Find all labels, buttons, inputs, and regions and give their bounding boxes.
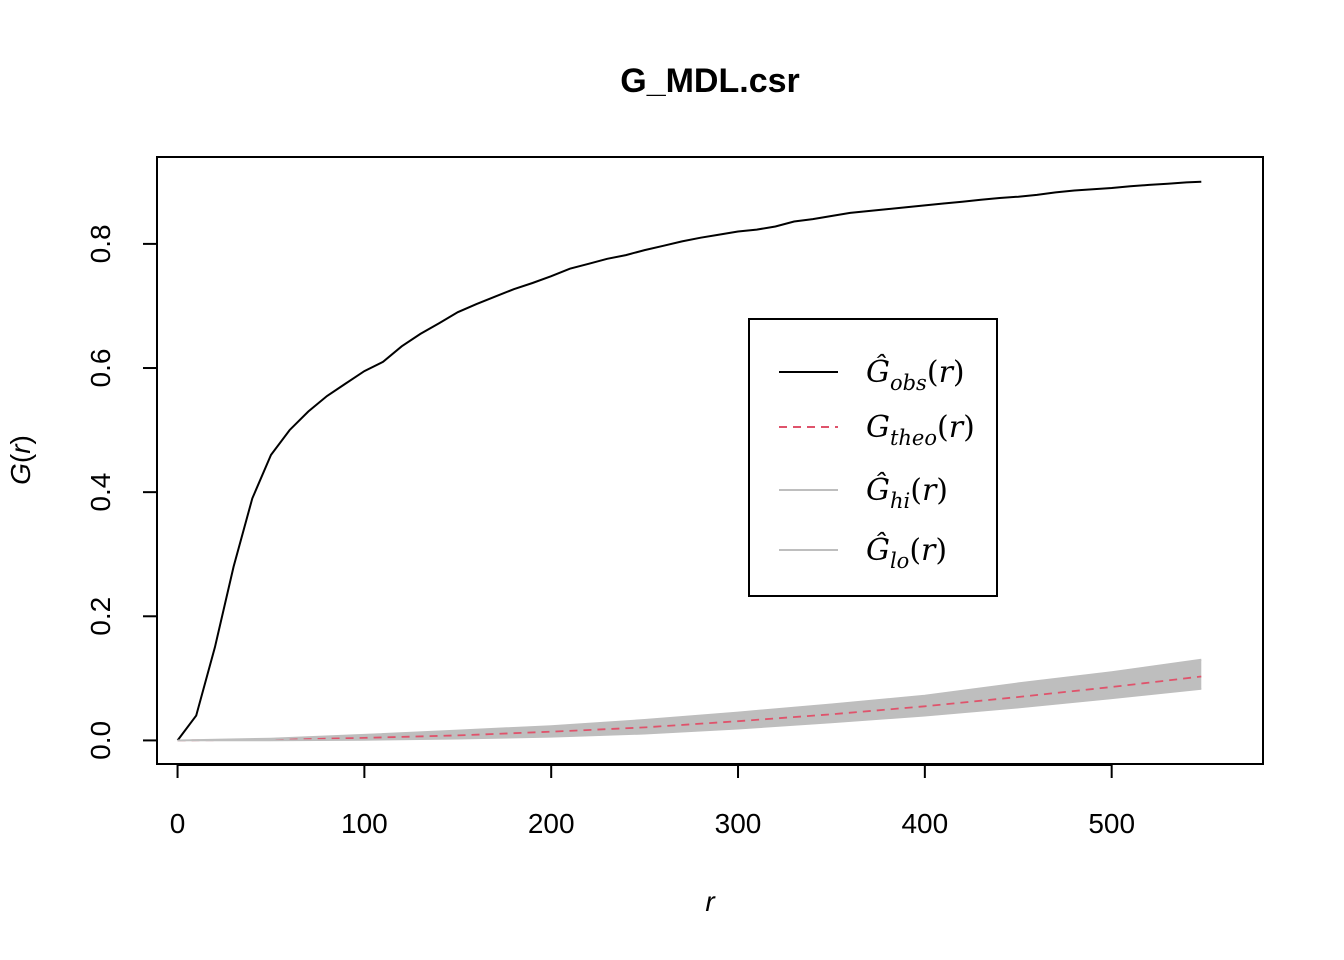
x-tick-label: 300 — [715, 808, 762, 839]
x-axis-label: r — [705, 886, 716, 917]
series-line-lo — [177, 688, 1202, 742]
chart-title: G_MDL.csr — [620, 62, 800, 100]
y-tick-label: 0.4 — [85, 473, 116, 512]
x-tick-label: 0 — [170, 808, 186, 839]
y-tick-label: 0.0 — [85, 721, 116, 760]
y-axis: 0.0 0.2 0.4 0.6 0.8 — [85, 224, 158, 760]
x-tick-label: 400 — [901, 808, 948, 839]
series-line-obs — [176, 180, 1202, 742]
y-tick-label: 0.6 — [85, 349, 116, 388]
y-tick-label: 0.2 — [85, 597, 116, 636]
x-axis: 0 100 200 300 400 500 — [170, 764, 1135, 839]
legend-label-lo: Ĝlo(r) — [866, 532, 947, 573]
envelope-band — [177, 659, 1202, 741]
y-tick-label: 0.8 — [85, 224, 116, 263]
series-line-hi — [177, 658, 1202, 742]
x-tick-label: 200 — [528, 808, 575, 839]
envelope-band-area — [177, 659, 1202, 741]
series-line-theo — [177, 675, 1202, 742]
x-tick-label: 500 — [1088, 808, 1135, 839]
legend-label-hi: Ĝhi(r) — [866, 472, 948, 513]
legend-label-obs: Ĝobs(r) — [866, 354, 965, 395]
legend: Ĝobs(r) Gtheo(r) Ĝhi(r) Ĝlo(r) — [748, 318, 998, 597]
legend-label-theo: Gtheo(r) — [866, 410, 975, 450]
x-tick-label: 100 — [341, 808, 388, 839]
y-axis-label: G(r) — [5, 435, 36, 485]
series-lines — [176, 180, 1202, 742]
